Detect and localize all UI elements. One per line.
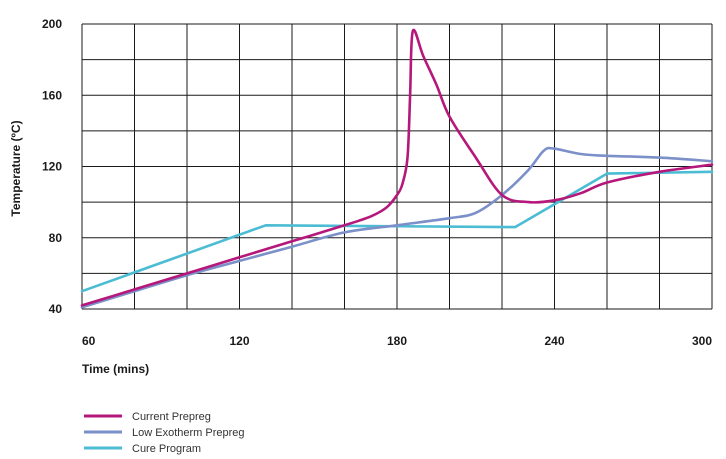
x-tick-label: 60 [82, 334, 96, 348]
series-lines [80, 28, 714, 309]
legend: Current Prepreg Low Exotherm Prepreg Cure … [84, 411, 245, 455]
y-tick-label: 80 [49, 231, 63, 245]
y-tick-label: 200 [42, 17, 62, 31]
legend-label: Cure Program [132, 443, 201, 455]
x-tick-labels: 60 120 180 240 300 [82, 334, 712, 348]
series-line-cure-program [80, 170, 714, 293]
series-line-low-exotherm-prepreg [80, 146, 714, 309]
y-tick-labels: 40 80 120 160 200 [42, 17, 62, 316]
y-tick-label: 40 [49, 302, 63, 316]
x-axis-title: Time (mins) [82, 362, 149, 376]
grid [81, 23, 713, 310]
y-tick-label: 160 [42, 88, 62, 102]
legend-label: Current Prepreg [132, 411, 211, 423]
x-tick-label: 120 [229, 334, 249, 348]
series-line-current-prepreg [80, 28, 714, 307]
x-tick-label: 240 [544, 334, 564, 348]
y-tick-label: 120 [42, 160, 62, 174]
legend-label: Low Exotherm Prepreg [132, 427, 245, 439]
x-tick-label: 180 [387, 334, 407, 348]
y-axis-title: Temperature (ºC) [9, 120, 23, 216]
x-tick-label: 300 [692, 334, 712, 348]
